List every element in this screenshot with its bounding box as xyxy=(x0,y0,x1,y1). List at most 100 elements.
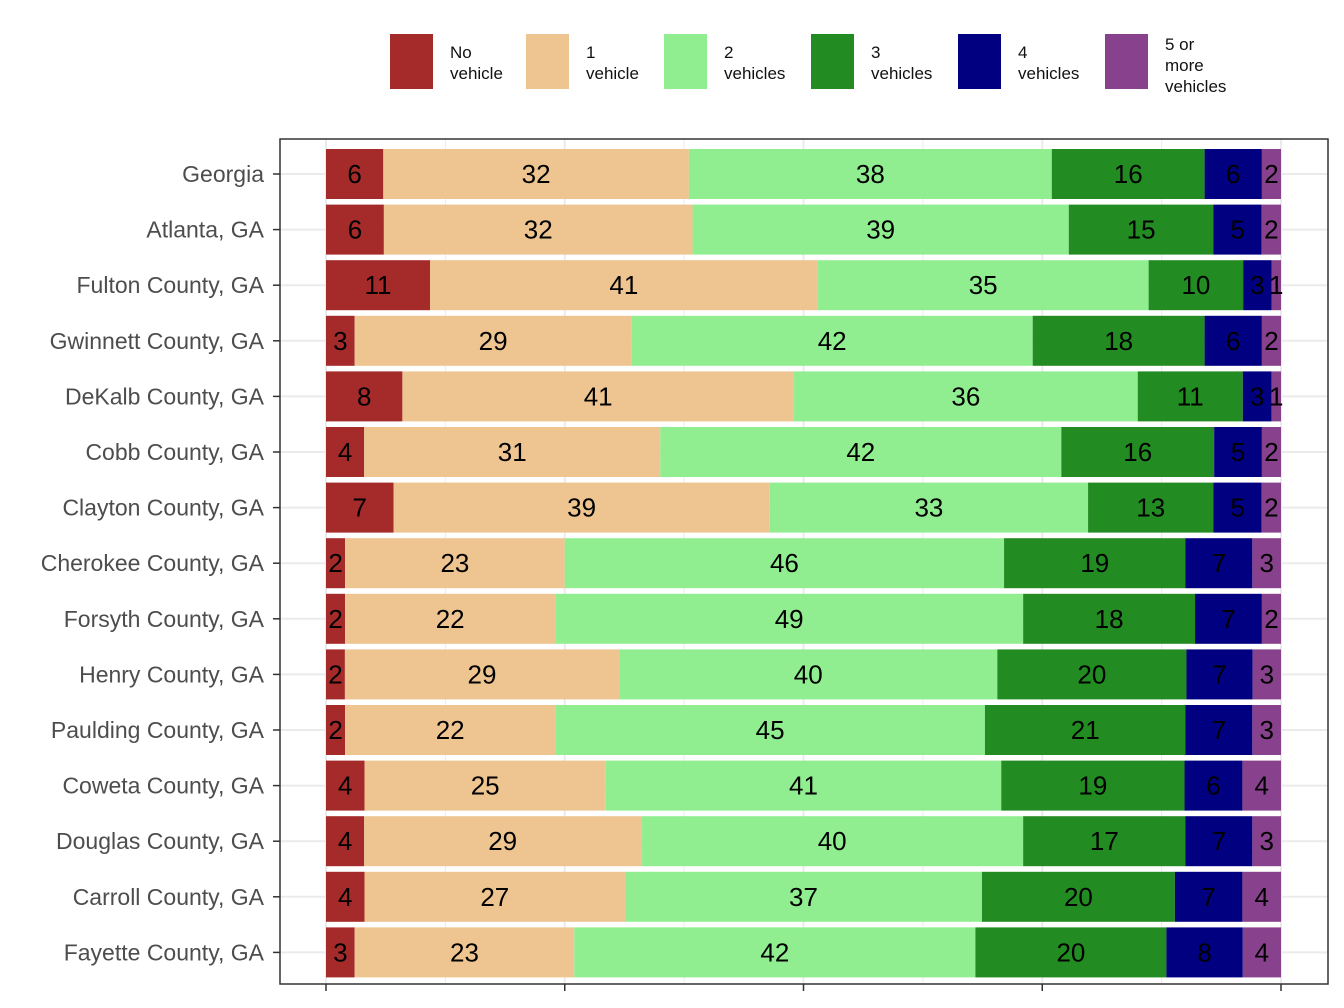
bar-layer xyxy=(326,149,1281,978)
data-label: 6 xyxy=(348,215,362,245)
bar-segment xyxy=(364,816,642,867)
legend-label: 1 vehicle xyxy=(586,43,639,83)
data-label: 20 xyxy=(1064,882,1093,912)
bar-segment xyxy=(1184,760,1243,811)
bar-segment xyxy=(555,593,1024,644)
bar-segment xyxy=(1195,593,1262,644)
bar-segment xyxy=(975,927,1167,978)
bar-segment xyxy=(1023,593,1196,644)
data-label: 41 xyxy=(789,771,818,801)
data-label: 33 xyxy=(914,493,943,523)
legend-swatch xyxy=(526,34,569,89)
category-label: Fulton County, GA xyxy=(77,272,265,298)
bar-segment xyxy=(997,649,1187,700)
bar-segment xyxy=(1242,927,1281,978)
bar-segment xyxy=(326,427,365,477)
bar-segment xyxy=(1023,816,1186,867)
data-label: 29 xyxy=(488,826,517,856)
data-label: 31 xyxy=(498,437,527,467)
data-label: 35 xyxy=(969,270,998,300)
data-label: 22 xyxy=(436,715,465,745)
bar-segment xyxy=(1051,149,1205,199)
category-label: Cherokee County, GA xyxy=(41,550,265,576)
legend-swatch xyxy=(958,34,1001,89)
data-label: 4 xyxy=(338,437,352,467)
data-label: 1 xyxy=(1269,381,1283,411)
bar-segment xyxy=(326,371,403,422)
data-label: 25 xyxy=(471,771,500,801)
bar-segment xyxy=(326,927,355,978)
bar-segment xyxy=(981,871,1175,922)
bar-segment xyxy=(1137,371,1243,422)
category-label: Clayton County, GA xyxy=(62,495,264,521)
data-label: 11 xyxy=(1177,381,1204,411)
data-label: 7 xyxy=(1201,882,1215,912)
bar-segment xyxy=(555,705,985,755)
bar-segment xyxy=(1068,204,1214,255)
bar-segment xyxy=(326,260,431,311)
category-label: Paulding County, GA xyxy=(51,717,265,743)
bar-segment xyxy=(1204,315,1262,366)
bar-segment xyxy=(326,649,345,700)
data-label: 20 xyxy=(1056,937,1085,967)
bar-segment xyxy=(1213,482,1262,533)
category-label: Cobb County, GA xyxy=(85,439,264,465)
bar-segment xyxy=(1261,427,1281,477)
data-label: 2 xyxy=(1264,493,1278,523)
legend-label: 2 vehicles xyxy=(724,43,786,83)
data-label: 29 xyxy=(468,659,497,689)
data-label: 7 xyxy=(1221,604,1235,634)
bar-segment xyxy=(1252,705,1281,755)
legend-label: 4 vehicles xyxy=(1018,43,1080,83)
data-label: 49 xyxy=(775,604,804,634)
data-label: 3 xyxy=(333,326,347,356)
bar-segment xyxy=(1148,260,1244,311)
data-label: 6 xyxy=(347,159,361,189)
legend-swatch xyxy=(390,34,433,89)
bar-segment xyxy=(383,204,693,255)
data-label: 19 xyxy=(1080,548,1109,578)
legend-swatch xyxy=(811,34,854,89)
data-label: 11 xyxy=(365,270,392,300)
bar-segment xyxy=(326,538,346,589)
data-label: 42 xyxy=(760,937,789,967)
bar-segment xyxy=(1243,260,1272,311)
data-label: 3 xyxy=(1250,381,1264,411)
bar-segment xyxy=(326,149,384,199)
bar-segment xyxy=(1261,315,1281,366)
category-label: Gwinnett County, GA xyxy=(50,328,265,354)
bar-segment xyxy=(1214,427,1262,477)
bar-segment xyxy=(1261,593,1281,644)
bar-segment xyxy=(641,816,1024,867)
data-label: 17 xyxy=(1090,826,1119,856)
data-label: 20 xyxy=(1077,659,1106,689)
data-label: 4 xyxy=(1255,937,1269,967)
data-label: 40 xyxy=(818,826,847,856)
bar-segment xyxy=(605,760,1002,811)
bar-segment xyxy=(619,649,998,700)
data-label: 27 xyxy=(480,882,509,912)
bar-segment xyxy=(984,705,1186,755)
bar-segment xyxy=(354,927,575,978)
chart-legend: No vehicle 1 vehicle 2 vehicles 3 vehicles 4… xyxy=(0,0,1344,110)
panel-border xyxy=(279,138,1329,985)
bar-segment xyxy=(326,482,394,533)
bar-segment xyxy=(1185,538,1253,589)
data-label: 8 xyxy=(357,381,371,411)
data-label: 36 xyxy=(951,381,980,411)
bar-segment xyxy=(1061,427,1215,477)
data-label: 4 xyxy=(338,826,352,856)
data-label: 21 xyxy=(1071,715,1100,745)
bar-segment xyxy=(1271,260,1281,311)
category-label: Coweta County, GA xyxy=(62,773,264,799)
data-label: 10 xyxy=(1181,270,1210,300)
legend-label: 3 vehicles xyxy=(871,43,933,83)
data-label: 19 xyxy=(1078,771,1107,801)
bar-segment xyxy=(1242,871,1281,922)
data-label: 7 xyxy=(1212,548,1226,578)
data-label: 16 xyxy=(1123,437,1152,467)
bar-segment xyxy=(364,871,626,922)
data-label: 18 xyxy=(1104,326,1133,356)
bar-segment xyxy=(1088,482,1214,533)
bar-segment xyxy=(692,204,1069,255)
